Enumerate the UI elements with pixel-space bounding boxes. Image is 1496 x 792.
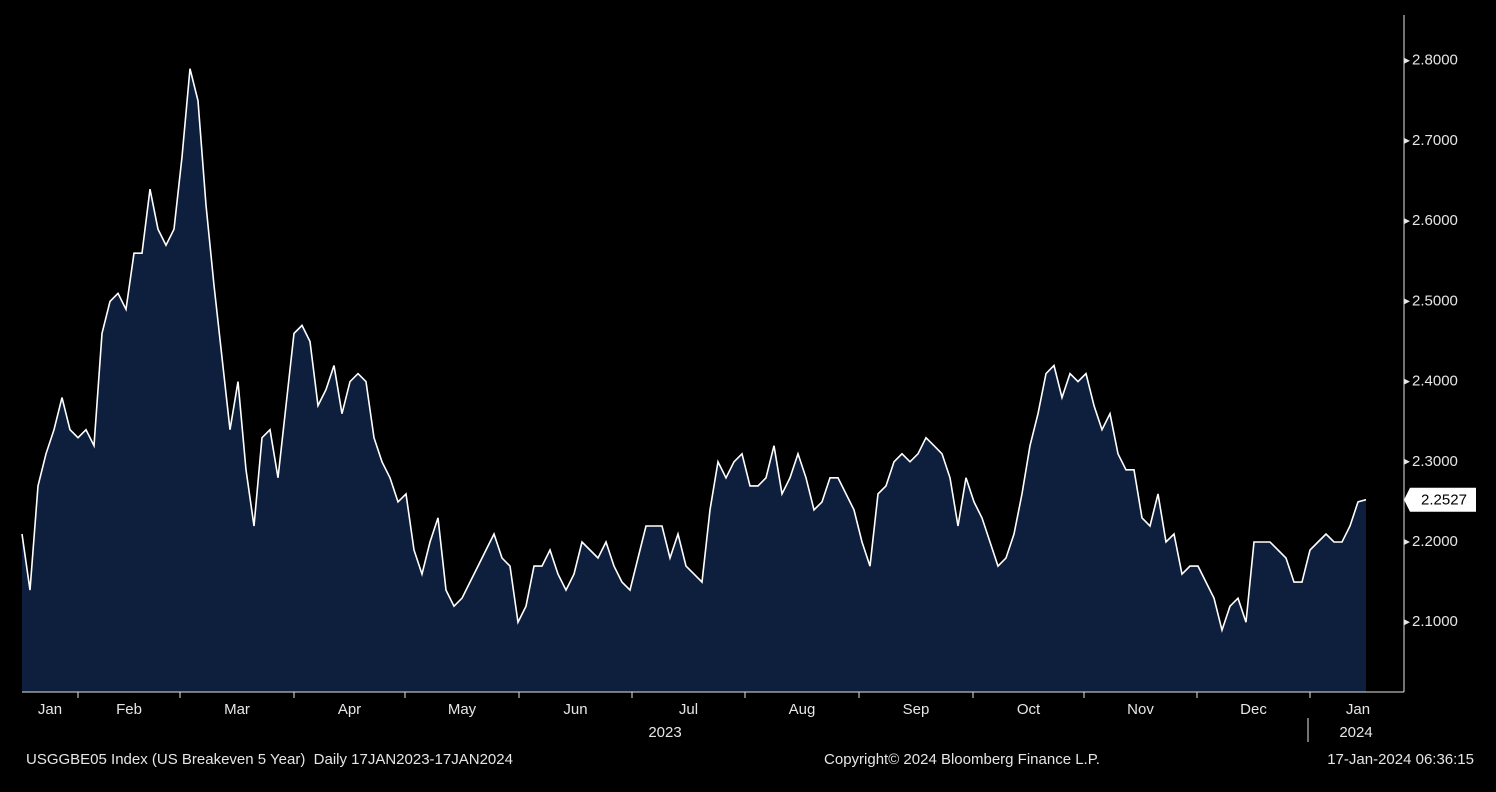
y-tick-label: 2.1000	[1412, 613, 1458, 630]
y-tick-label: 2.7000	[1412, 132, 1458, 149]
x-tick-label: Aug	[789, 701, 816, 718]
last-value-box	[1404, 487, 1476, 512]
y-tick	[1404, 298, 1410, 305]
x-tick-label: Oct	[1017, 701, 1041, 718]
y-tick	[1404, 218, 1410, 225]
last-value-label: 2.2527	[1421, 492, 1467, 509]
area	[22, 68, 1366, 692]
y-tick	[1404, 539, 1410, 546]
footer-right: 17-Jan-2024 06:36:15	[1327, 751, 1474, 768]
x-tick-label: Jan	[1346, 701, 1370, 718]
line	[21, 68, 1367, 634]
x-tick-label: Mar	[224, 701, 250, 718]
y-tick-label: 2.6000	[1412, 212, 1458, 229]
x-tick-label: Feb	[116, 701, 142, 718]
y-tick	[1404, 57, 1410, 64]
y-tick-label: 2.5000	[1412, 292, 1458, 309]
y-tick-label: 2.8000	[1412, 52, 1458, 69]
y-tick-label: 2.3000	[1412, 453, 1458, 470]
x-tick-label: Jul	[679, 701, 698, 718]
year-label: 2024	[1339, 724, 1372, 741]
x-tick-label: Apr	[338, 701, 361, 718]
y-tick	[1404, 458, 1410, 465]
year-label: 2023	[648, 724, 681, 741]
y-tick-label: 2.4000	[1412, 373, 1458, 390]
y-tick	[1404, 619, 1410, 626]
x-tick-label: Dec	[1240, 701, 1267, 718]
y-tick	[1404, 137, 1410, 144]
footer-center: Copyright© 2024 Bloomberg Finance L.P.	[824, 751, 1100, 768]
x-tick-label: May	[448, 701, 477, 718]
x-tick-label: Sep	[903, 701, 930, 718]
x-tick-label: Jan	[38, 701, 62, 718]
y-tick	[1404, 378, 1410, 385]
y-tick-label: 2.2000	[1412, 533, 1458, 550]
x-tick-label: Jun	[563, 701, 587, 718]
footer-left: USGGBE05 Index (US Breakeven 5 Year) Dai…	[26, 751, 513, 768]
x-tick-label: Nov	[1127, 701, 1154, 718]
